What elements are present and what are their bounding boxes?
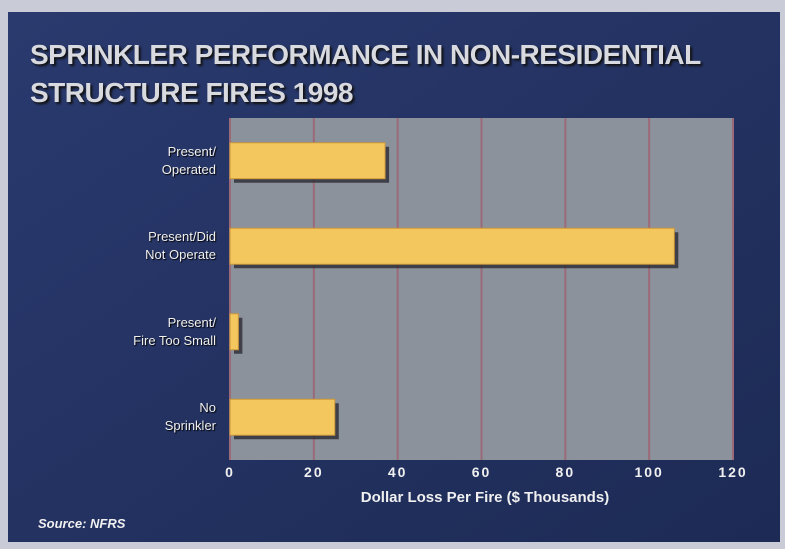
y-tick-label: Present/ Fire Too Small [133, 314, 216, 348]
bar [229, 227, 675, 265]
x-tick-label: 120 [718, 464, 747, 480]
x-tick-label: 0 [225, 464, 235, 480]
chart-title: SPRINKLER PERFORMANCE IN NON-RESIDENTIAL… [30, 39, 701, 108]
bar [229, 398, 336, 436]
x-axis-label: Dollar Loss Per Fire ($ Thousands) [361, 489, 609, 506]
x-tick-label: 80 [556, 464, 576, 480]
y-tick-label: No Sprinkler [164, 400, 216, 434]
x-tick-label: 40 [388, 464, 408, 480]
x-tick-label: 20 [304, 464, 324, 480]
source: Source: NFRS [38, 516, 126, 531]
bar [229, 142, 386, 180]
x-tick-label: 100 [634, 464, 663, 480]
y-tick-label: Present/Did Not Operate [145, 229, 216, 263]
y-tick-label: Present/ Operated [161, 143, 216, 177]
bar [229, 313, 239, 351]
x-tick-label: 60 [472, 464, 492, 480]
